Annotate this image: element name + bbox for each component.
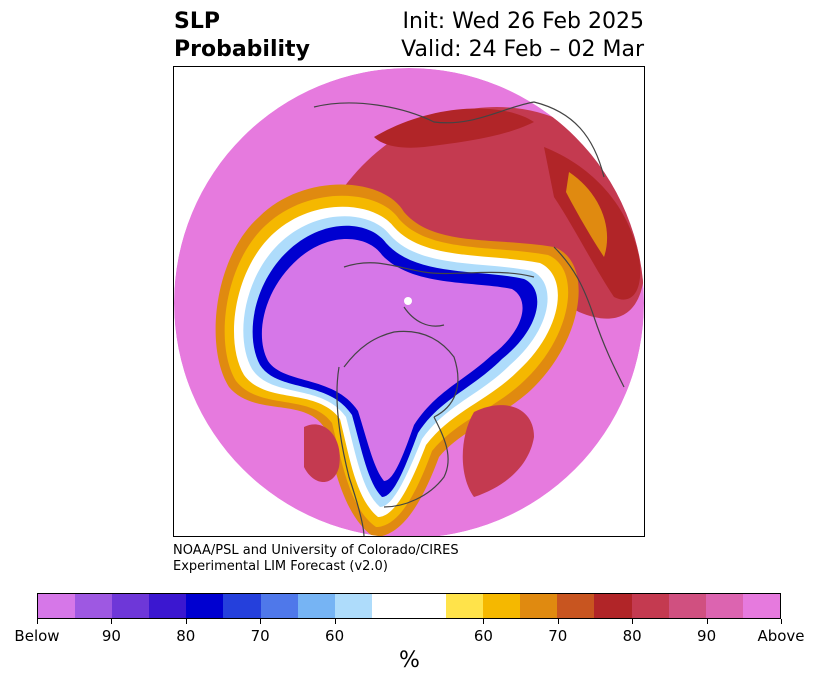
- colorbar-tick: [632, 619, 634, 624]
- credit-line-1: NOAA/PSL and University of Colorado/CIRE…: [173, 543, 459, 558]
- colorbar-tick-label: 90: [697, 627, 717, 645]
- colorbar-tick-label: 70: [250, 627, 270, 645]
- colorbar-tick: [111, 619, 113, 624]
- eurasia-orange: [566, 172, 608, 257]
- colorbar-tick: [260, 619, 262, 624]
- colorbar-segment: [557, 594, 595, 618]
- colorbar-ticks: [37, 619, 782, 627]
- colorbar-segment: [668, 594, 706, 618]
- colorbar-segment: [223, 594, 261, 618]
- valid-range: Valid: 24 Feb – 02 Mar: [401, 37, 644, 62]
- title-variable: SLP: [174, 9, 220, 34]
- colorbar-segment: [334, 594, 372, 618]
- coastline-na-west: [336, 366, 365, 536]
- colorbar-segment: [594, 594, 632, 618]
- low-center: [261, 239, 523, 481]
- colorbar-segment: [260, 594, 298, 618]
- colorbar-tick: [557, 619, 559, 624]
- colorbar-tick-label: 80: [622, 627, 642, 645]
- atlantic-red-patch: [462, 405, 534, 497]
- colorbar-segment: [483, 594, 521, 618]
- colorbar-tick-label: 80: [176, 627, 196, 645]
- coastline-arctic: [343, 262, 535, 278]
- colorbar-tick-label: 70: [548, 627, 568, 645]
- polar-map: [173, 66, 645, 537]
- colorbar-segment: [446, 594, 484, 618]
- coastline-eurasia: [313, 101, 605, 178]
- colorbar-tick-label: 90: [101, 627, 121, 645]
- colorbar-tick-labels: Below 90 80 70 60 60 70 80 90 Above: [14, 627, 804, 647]
- colorbar-tick: [781, 619, 782, 624]
- colorbar-segment: [297, 594, 335, 618]
- coastlines: [313, 101, 625, 536]
- credit-line-2: Experimental LIM Forecast (v2.0): [173, 559, 388, 574]
- colorbar-tick: [185, 619, 187, 624]
- colorbar: [37, 593, 781, 619]
- probability-field: [174, 68, 644, 536]
- colorbar-tick-label: 60: [473, 627, 493, 645]
- coastline-greenland: [403, 306, 445, 327]
- colorbar-segment: [371, 594, 409, 618]
- coastline-north-america: [343, 330, 459, 418]
- colorbar-tick-label: Below: [14, 627, 60, 645]
- pacific-red-patch: [304, 424, 340, 482]
- colorbar-segment: [631, 594, 669, 618]
- colorbar-tick: [37, 619, 38, 624]
- credit-text: NOAA/PSL and University of Colorado/CIRE…: [173, 543, 459, 575]
- colorbar-segment: [149, 594, 187, 618]
- polar-map-svg: [174, 68, 644, 536]
- forecast-dates: Init: Wed 26 Feb 2025 Valid: 24 Feb – 02…: [401, 8, 644, 64]
- colorbar-segment: [186, 594, 224, 618]
- colorbar-segment: [38, 594, 76, 618]
- colorbar-segment: [408, 594, 447, 618]
- colorbar-units: %: [399, 648, 420, 673]
- colorbar-tick: [334, 619, 336, 624]
- colorbar-tick: [706, 619, 708, 624]
- map-title: SLP Probability: [174, 8, 310, 64]
- colorbar-segment: [520, 594, 558, 618]
- init-date: Init: Wed 26 Feb 2025: [402, 9, 644, 34]
- colorbar-segment: [75, 594, 113, 618]
- coastline-na-east: [383, 416, 449, 508]
- coastline-europe: [553, 246, 625, 388]
- colorbar-segment: [705, 594, 743, 618]
- colorbar-segment: [112, 594, 150, 618]
- title-quantity: Probability: [174, 37, 310, 62]
- colorbar-tick: [483, 619, 485, 624]
- colorbar-segment: [742, 594, 780, 618]
- colorbar-tick-label: 60: [325, 627, 345, 645]
- colorbar-tick-label: Above: [757, 627, 805, 645]
- pole-marker: [404, 297, 412, 305]
